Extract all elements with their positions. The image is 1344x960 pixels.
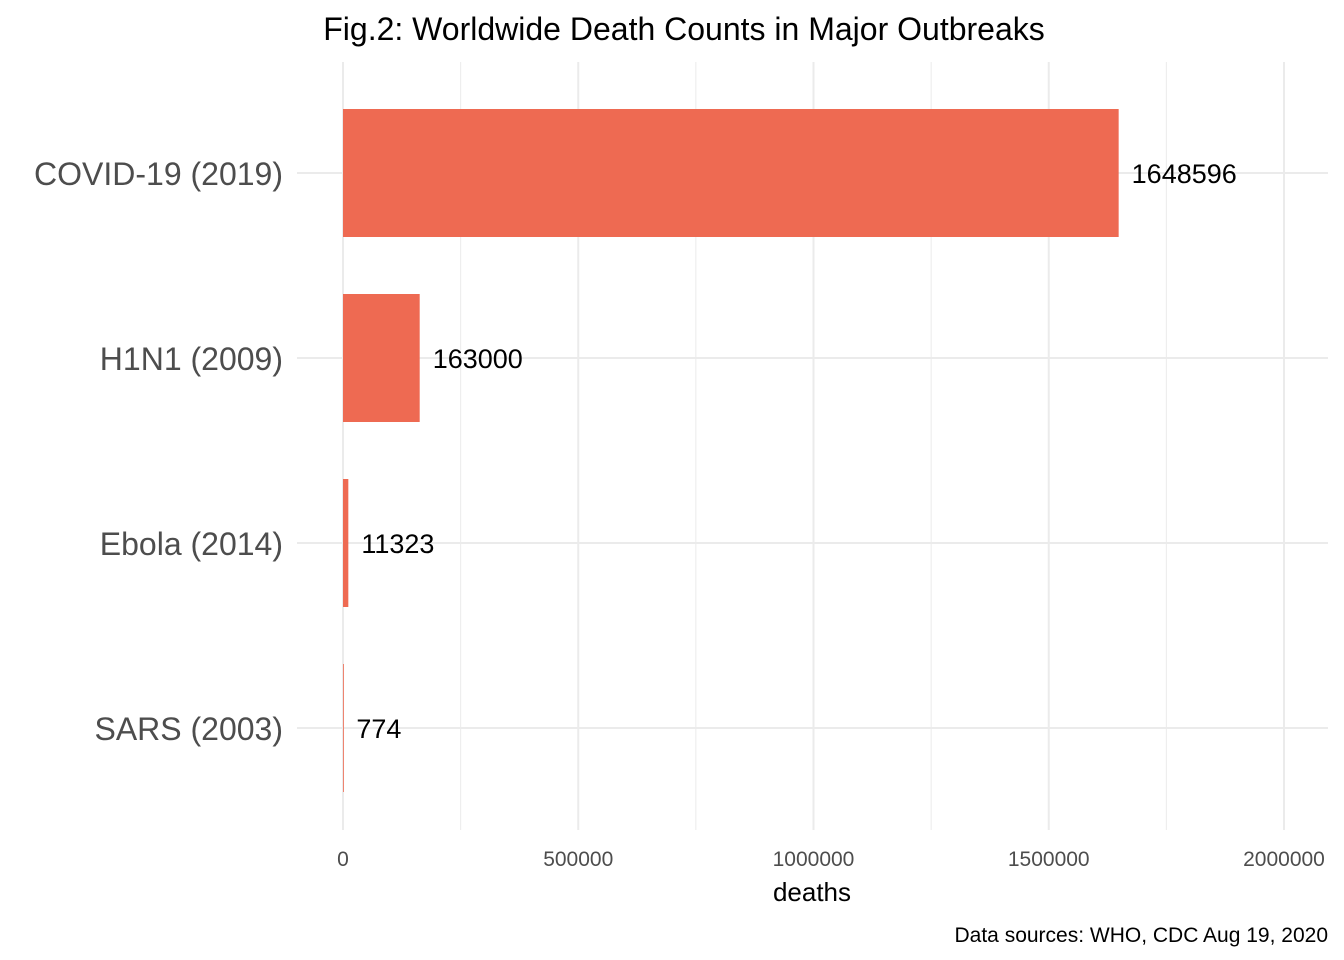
bar — [343, 294, 420, 422]
category-label: Ebola (2014) — [100, 526, 283, 562]
x-axis-title: deaths — [773, 877, 851, 907]
x-tick-label: 0 — [337, 848, 349, 871]
data-label: 774 — [356, 714, 401, 744]
data-label: 163000 — [433, 344, 523, 374]
data-label: 11323 — [361, 529, 434, 559]
category-label: SARS (2003) — [94, 711, 283, 747]
category-label: H1N1 (2009) — [100, 341, 283, 377]
data-labels: 1648596 163000 11323 774 — [356, 159, 1236, 744]
category-label: COVID-19 (2019) — [34, 156, 283, 192]
chart-title: Fig.2: Worldwide Death Counts in Major O… — [323, 11, 1045, 47]
bar — [343, 664, 344, 792]
bar — [343, 109, 1119, 237]
category-labels: COVID-19 (2019) H1N1 (2009) Ebola (2014) SA… — [34, 156, 283, 747]
x-tick-label: 500000 — [543, 848, 613, 871]
x-tick-labels: 0 500000 1000000 1500000 2000000 — [337, 848, 1325, 871]
data-label: 1648596 — [1132, 159, 1237, 189]
caption: Data sources: WHO, CDC Aug 19, 2020 — [955, 924, 1329, 947]
bar — [343, 479, 349, 607]
x-tick-label: 1000000 — [773, 848, 855, 871]
bars — [343, 109, 1119, 792]
x-tick-label: 2000000 — [1243, 848, 1325, 871]
x-tick-label: 1500000 — [1008, 848, 1090, 871]
